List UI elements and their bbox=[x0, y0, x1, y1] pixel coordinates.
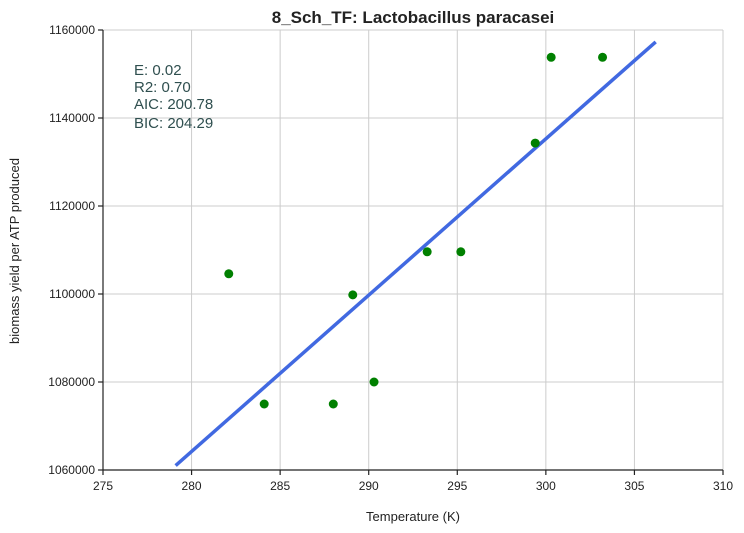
y-tick-labels: 1060000 1080000 1100000 1120000 1140000 11600… bbox=[48, 23, 95, 477]
x-tick-label: 285 bbox=[270, 479, 290, 493]
y-tick-label: 1100000 bbox=[49, 287, 95, 301]
stat-r2: R2: 0.70 bbox=[134, 79, 191, 96]
points-layer bbox=[224, 52, 608, 409]
x-tick-label: 275 bbox=[93, 479, 113, 493]
data-point bbox=[422, 247, 432, 257]
axes-layer bbox=[98, 29, 724, 475]
x-tick-label: 280 bbox=[182, 479, 202, 493]
y-tick-label: 1140000 bbox=[49, 111, 95, 125]
chart-title: 8_Sch_TF: Lactobacillus paracasei bbox=[272, 8, 555, 27]
x-tick-label: 305 bbox=[624, 479, 644, 493]
fit-line-layer bbox=[174, 40, 657, 467]
x-tick-label: 310 bbox=[713, 479, 733, 493]
data-point bbox=[456, 247, 466, 257]
fit-line bbox=[174, 40, 657, 467]
data-point bbox=[546, 52, 556, 62]
stat-aic: AIC: 200.78 bbox=[134, 96, 213, 113]
data-point bbox=[598, 52, 608, 62]
stat-e: E: 0.02 bbox=[134, 62, 182, 79]
fit-statistics: E: 0.02 R2: 0.70 AIC: 200.78 BIC: 204.29 bbox=[134, 62, 213, 132]
y-tick-label: 1080000 bbox=[48, 375, 95, 389]
data-point bbox=[224, 269, 234, 279]
data-point bbox=[369, 377, 379, 387]
y-tick-label: 1060000 bbox=[48, 463, 95, 477]
y-tick-label: 1120000 bbox=[49, 199, 95, 213]
y-axis-label: biomass yield per ATP produced bbox=[7, 158, 22, 344]
data-point bbox=[259, 399, 269, 409]
x-tick-labels: 275 280 285 290 295 300 305 310 bbox=[93, 479, 733, 493]
data-point bbox=[348, 290, 358, 300]
data-point bbox=[328, 399, 338, 409]
x-tick-label: 290 bbox=[359, 479, 379, 493]
y-tick-label: 1160000 bbox=[49, 23, 95, 37]
x-axis-label: Temperature (K) bbox=[366, 509, 460, 524]
data-point bbox=[530, 138, 540, 148]
stat-bic: BIC: 204.29 bbox=[134, 115, 213, 132]
x-tick-label: 295 bbox=[447, 479, 467, 493]
x-tick-label: 300 bbox=[536, 479, 556, 493]
